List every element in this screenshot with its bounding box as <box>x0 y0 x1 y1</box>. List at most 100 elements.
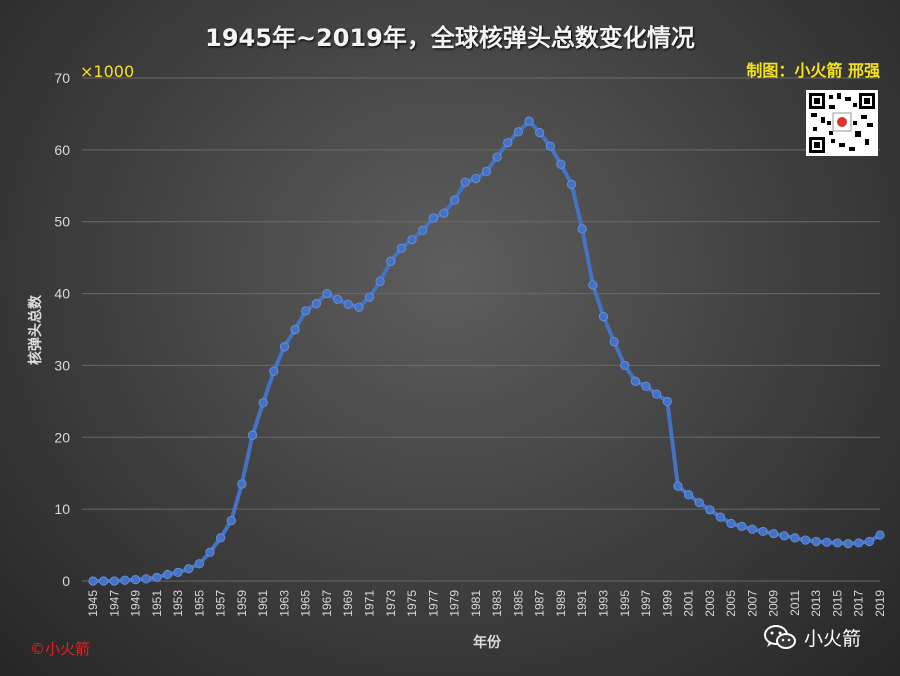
data-point <box>194 559 204 569</box>
x-tick-label: 1999 <box>660 590 674 617</box>
data-point <box>88 576 98 586</box>
data-point <box>524 116 534 126</box>
wechat-icon <box>764 624 796 651</box>
copyright-text: ©小火箭 <box>30 640 91 658</box>
data-point <box>737 521 747 531</box>
y-tick-label: 50 <box>54 214 70 230</box>
data-point <box>503 138 513 148</box>
y-tick-label: 20 <box>54 429 70 445</box>
x-tick-label: 2005 <box>724 590 738 617</box>
y-tick-label: 70 <box>54 70 70 86</box>
x-tick-label: 2011 <box>788 590 802 616</box>
data-point <box>843 539 853 549</box>
x-tick-label: 1955 <box>192 590 206 617</box>
data-point <box>247 430 258 440</box>
y-tick-label: 30 <box>54 357 70 373</box>
data-point <box>449 195 460 205</box>
x-tick-label: 1953 <box>171 590 185 617</box>
data-point <box>694 498 704 508</box>
data-point <box>556 159 566 169</box>
data-point <box>343 299 353 309</box>
data-point <box>439 208 449 218</box>
data-point <box>652 389 662 399</box>
data-point <box>481 166 492 177</box>
x-tick-label: 1991 <box>575 590 589 617</box>
data-point <box>630 376 640 386</box>
x-tick-label: 2017 <box>852 590 866 617</box>
x-tick-label: 1997 <box>639 590 653 617</box>
data-point <box>769 528 779 539</box>
data-point <box>290 324 300 335</box>
data-point <box>535 128 545 138</box>
data-point <box>226 516 236 526</box>
data-point <box>311 299 321 309</box>
x-tick-label: 2007 <box>745 590 759 617</box>
data-point <box>598 311 609 322</box>
data-point <box>364 292 375 302</box>
x-tick-label: 1971 <box>363 590 377 617</box>
data-point <box>641 381 651 391</box>
x-tick-label: 1965 <box>299 590 313 617</box>
x-tick-label: 1945 <box>86 590 100 617</box>
data-point <box>832 538 843 548</box>
data-point <box>120 575 130 585</box>
chart-title: 1945年~2019年，全球核弹头总数变化情况 <box>205 24 695 52</box>
series-line <box>93 119 882 583</box>
x-tick-label: 1959 <box>235 590 249 617</box>
data-point <box>566 179 577 189</box>
data-point <box>662 396 672 406</box>
x-tick-label: 1957 <box>214 590 228 617</box>
data-point <box>683 490 694 500</box>
x-tick-label: 1981 <box>469 590 483 617</box>
data-point <box>875 530 885 540</box>
data-point <box>800 535 811 545</box>
data-point <box>790 533 800 543</box>
data-point <box>428 213 438 223</box>
data-point <box>152 572 162 583</box>
x-tick-label: 1947 <box>107 590 121 617</box>
x-tick-label: 1967 <box>320 590 334 617</box>
data-point <box>375 276 385 286</box>
data-point <box>577 224 587 234</box>
data-point <box>269 366 279 376</box>
data-point <box>301 306 311 316</box>
y-tick-label: 40 <box>54 286 70 302</box>
gridlines <box>82 77 880 582</box>
brand-badge: 小火箭 <box>764 624 861 651</box>
data-point <box>184 564 194 574</box>
data-point <box>758 526 768 537</box>
data-point <box>747 524 757 534</box>
data-point <box>205 547 215 557</box>
x-tick-label: 1975 <box>405 590 419 617</box>
x-tick-label: 1983 <box>490 590 504 617</box>
data-point <box>545 141 555 151</box>
data-point <box>705 505 715 515</box>
x-tick-label: 1973 <box>384 590 398 617</box>
x-tick-label: 2015 <box>830 590 844 617</box>
x-tick-label: 1949 <box>129 590 143 617</box>
x-tick-label: 1987 <box>533 590 547 617</box>
y-tick-label: 10 <box>54 501 70 517</box>
data-point <box>407 235 417 245</box>
data-point <box>109 576 119 586</box>
data-point <box>216 533 226 543</box>
data-point <box>854 538 864 548</box>
x-tick-label: 2013 <box>809 590 823 617</box>
data-points <box>88 116 885 586</box>
x-tick-label: 1969 <box>341 590 355 617</box>
data-point <box>460 177 470 187</box>
data-point <box>333 294 343 304</box>
data-point <box>141 574 151 584</box>
data-point <box>237 479 247 489</box>
x-tick-label: 1995 <box>618 590 632 617</box>
x-tick-label: 2009 <box>767 590 781 617</box>
data-point <box>726 518 736 529</box>
data-point <box>396 243 407 253</box>
x-tick-label: 1993 <box>596 590 610 617</box>
y-tick-label: 60 <box>54 142 70 158</box>
x-tick-label: 2019 <box>873 590 887 617</box>
y-tick-label: 0 <box>62 573 70 589</box>
data-point <box>673 481 683 491</box>
data-point <box>471 174 481 184</box>
